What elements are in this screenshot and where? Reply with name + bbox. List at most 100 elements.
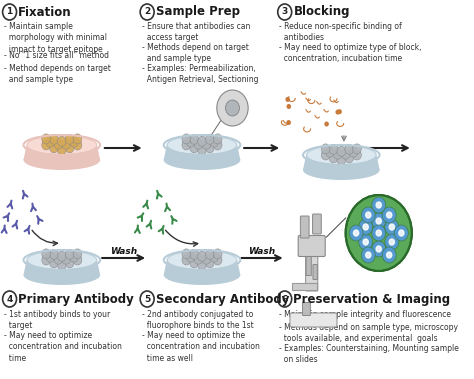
Circle shape xyxy=(341,149,350,159)
Text: - 1st antibody binds to your
  target: - 1st antibody binds to your target xyxy=(4,310,110,330)
Text: - Method depends on target
  and sample type: - Method depends on target and sample ty… xyxy=(4,64,111,85)
Circle shape xyxy=(365,212,371,218)
FancyBboxPatch shape xyxy=(306,251,318,291)
Circle shape xyxy=(42,140,51,150)
Circle shape xyxy=(321,150,330,160)
FancyBboxPatch shape xyxy=(290,313,337,327)
Circle shape xyxy=(382,247,396,263)
Circle shape xyxy=(217,90,248,126)
FancyBboxPatch shape xyxy=(301,216,309,238)
Circle shape xyxy=(213,140,222,150)
Circle shape xyxy=(376,230,382,236)
Polygon shape xyxy=(303,155,380,170)
Ellipse shape xyxy=(164,265,240,285)
Circle shape xyxy=(287,121,290,124)
Circle shape xyxy=(321,144,330,154)
FancyBboxPatch shape xyxy=(302,302,310,315)
Circle shape xyxy=(353,150,361,160)
Circle shape xyxy=(329,153,338,163)
Circle shape xyxy=(194,139,203,149)
Circle shape xyxy=(57,251,66,261)
Circle shape xyxy=(286,98,289,101)
Circle shape xyxy=(50,143,58,153)
Text: Preservation & Imaging: Preservation & Imaging xyxy=(293,293,451,305)
Polygon shape xyxy=(24,145,100,160)
Circle shape xyxy=(389,239,394,245)
Circle shape xyxy=(213,255,222,265)
Circle shape xyxy=(278,4,292,20)
Circle shape xyxy=(389,224,394,230)
Circle shape xyxy=(345,144,354,154)
Circle shape xyxy=(50,249,58,259)
Text: - Examples: Counterstaining, Mounting sample
  on slides: - Examples: Counterstaining, Mounting sa… xyxy=(280,344,459,365)
Circle shape xyxy=(62,254,71,264)
Circle shape xyxy=(65,134,74,144)
Circle shape xyxy=(182,140,191,150)
Circle shape xyxy=(42,249,51,259)
Text: Primary Antibody: Primary Antibody xyxy=(18,293,134,305)
Circle shape xyxy=(198,251,206,261)
FancyBboxPatch shape xyxy=(306,257,311,276)
Polygon shape xyxy=(24,260,100,275)
Ellipse shape xyxy=(164,150,240,170)
Circle shape xyxy=(54,254,63,264)
Circle shape xyxy=(349,225,363,241)
Ellipse shape xyxy=(167,251,237,269)
Text: - May need to optimize
  concentration and incubation
  time: - May need to optimize concentration and… xyxy=(4,331,122,363)
Circle shape xyxy=(363,224,368,230)
Circle shape xyxy=(206,258,214,268)
Circle shape xyxy=(213,249,222,259)
Text: Secondary Antibody: Secondary Antibody xyxy=(156,293,289,305)
Text: 1: 1 xyxy=(7,8,13,17)
Text: 6: 6 xyxy=(282,294,288,304)
Circle shape xyxy=(70,137,78,147)
Circle shape xyxy=(213,134,222,144)
Ellipse shape xyxy=(24,150,100,170)
Text: 4: 4 xyxy=(6,294,13,304)
Circle shape xyxy=(46,137,55,147)
Circle shape xyxy=(190,134,199,144)
Circle shape xyxy=(349,147,358,157)
Text: - Ensure that antibodies can
  access target: - Ensure that antibodies can access targ… xyxy=(142,22,250,42)
Circle shape xyxy=(42,255,51,265)
Text: - May need to optimize the
  concentration and incubation
  time as well: - May need to optimize the concentration… xyxy=(142,331,260,363)
Text: 2: 2 xyxy=(144,8,150,17)
Text: - 2nd antibody conjugated to
  fluorophore binds to the 1st: - 2nd antibody conjugated to fluorophore… xyxy=(142,310,254,330)
Circle shape xyxy=(186,137,195,147)
Circle shape xyxy=(376,218,382,224)
Circle shape xyxy=(50,258,58,268)
Circle shape xyxy=(65,249,74,259)
Circle shape xyxy=(359,234,373,250)
Circle shape xyxy=(202,254,211,264)
Polygon shape xyxy=(164,145,240,160)
Circle shape xyxy=(198,145,206,155)
Circle shape xyxy=(140,291,154,307)
Circle shape xyxy=(57,145,66,155)
Circle shape xyxy=(190,143,199,153)
Circle shape xyxy=(278,291,292,307)
Text: Blocking: Blocking xyxy=(293,6,350,19)
Circle shape xyxy=(57,260,66,270)
Circle shape xyxy=(182,255,191,265)
Circle shape xyxy=(399,230,404,236)
Circle shape xyxy=(210,252,219,262)
Circle shape xyxy=(372,213,386,229)
Circle shape xyxy=(382,207,396,223)
Circle shape xyxy=(186,252,195,262)
Text: - Methods depend on target
  and sample type: - Methods depend on target and sample ty… xyxy=(142,43,249,63)
Circle shape xyxy=(73,134,82,144)
Circle shape xyxy=(376,246,382,252)
Circle shape xyxy=(206,134,214,144)
Text: Fixation: Fixation xyxy=(18,6,72,19)
Circle shape xyxy=(194,254,203,264)
FancyBboxPatch shape xyxy=(313,265,318,279)
Circle shape xyxy=(42,134,51,144)
Text: - Methods depend on sample type, microscopy
  tools available, and experimental : - Methods depend on sample type, microsc… xyxy=(280,323,458,343)
Ellipse shape xyxy=(167,136,237,155)
FancyBboxPatch shape xyxy=(312,214,321,234)
Circle shape xyxy=(3,291,17,307)
Circle shape xyxy=(46,252,55,262)
Polygon shape xyxy=(164,260,240,275)
Circle shape xyxy=(287,105,291,108)
Circle shape xyxy=(372,197,386,213)
